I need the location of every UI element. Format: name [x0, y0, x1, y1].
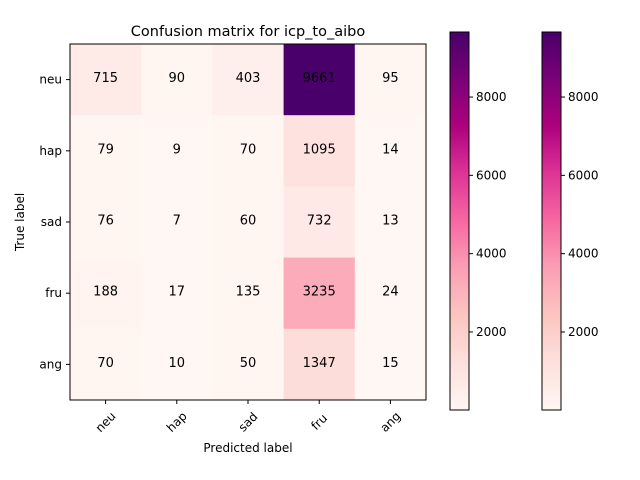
y-tick-label: fru — [45, 286, 62, 300]
heatmap-cell — [283, 257, 356, 330]
cell-value-label: 13 — [382, 214, 399, 229]
heatmap-cell — [141, 186, 213, 259]
y-tick-label: ang — [39, 357, 62, 371]
cell-value-label: 1347 — [303, 356, 336, 371]
cell-value-label: 9 — [173, 142, 181, 157]
heatmap-cell — [354, 328, 427, 401]
cell-value-label: 10 — [169, 356, 186, 371]
chart-title: Confusion matrix for icp_to_aibo — [131, 24, 366, 40]
y-axis-label: True label — [13, 193, 27, 252]
cell-value-label: 732 — [307, 214, 332, 229]
cell-value-label: 17 — [169, 285, 186, 300]
colorbars: 2000 4000 6000 8000 2000 4000 6000 8000 — [449, 31, 599, 411]
heatmap-cell — [141, 115, 213, 187]
colorbar-tick-label: 8000 — [568, 90, 599, 104]
heatmap-cell — [212, 257, 285, 330]
heatmap-cell — [70, 115, 142, 187]
colorbar-tick-label: 2000 — [568, 325, 599, 339]
cell-value-label: 15 — [382, 356, 399, 371]
heatmap-cell — [141, 328, 213, 401]
cell-value-label: 14 — [382, 142, 399, 157]
colorbar-tick-label: 6000 — [568, 168, 599, 182]
cell-value-label: 76 — [97, 214, 114, 229]
cell-value-label: 403 — [236, 71, 261, 86]
x-axis-ticks: neu hap sad fru ang — [93, 400, 403, 435]
heatmap-cell — [70, 44, 142, 116]
heatmap-cell — [212, 115, 285, 187]
cell-value-label: 24 — [382, 285, 399, 300]
heatmap-cell-labels: 715 90 403 9661 95 79 9 70 1095 14 76 7 60 732 13 188 17… — [93, 71, 398, 371]
cell-value-label: 715 — [93, 71, 118, 86]
colorbar-tick-label: 4000 — [476, 247, 507, 261]
heatmap-cell — [283, 44, 356, 116]
y-tick-label: hap — [39, 144, 62, 158]
heatmap-cell — [283, 328, 356, 401]
cell-value-label: 60 — [240, 214, 257, 229]
colorbar-tick-label: 8000 — [476, 90, 507, 104]
heatmap-cell — [354, 257, 427, 330]
y-tick-label: sad — [41, 215, 62, 229]
heatmap-cell — [212, 328, 285, 401]
x-tick-label: neu — [93, 409, 119, 435]
heatmap-cell — [354, 115, 427, 187]
colorbar-tick-label: 4000 — [568, 247, 599, 261]
y-tick-label: neu — [39, 73, 62, 87]
colorbar-tick-label: 2000 — [476, 325, 507, 339]
heatmap-cell — [70, 186, 142, 259]
cell-value-label: 7 — [173, 214, 181, 229]
cell-value-label: 50 — [240, 356, 257, 371]
heatmap-cell — [283, 115, 356, 187]
cell-value-label: 135 — [236, 285, 261, 300]
colorbar-2 — [541, 31, 562, 411]
heatmap-cell — [70, 257, 142, 330]
x-axis-label: Predicted label — [203, 441, 292, 455]
heatmap-cell — [354, 44, 427, 116]
heatmap-cell — [283, 186, 356, 259]
cell-value-label: 79 — [97, 142, 114, 157]
cell-value-label: 3235 — [303, 285, 336, 300]
x-tick-label: sad — [236, 410, 261, 435]
heatmap-cell — [70, 328, 142, 401]
cell-value-label: 70 — [240, 142, 257, 157]
heatmap-cells — [70, 44, 427, 401]
y-axis-ticks: neu hap sad fru ang — [39, 73, 70, 371]
cell-value-label: 95 — [382, 71, 399, 86]
x-tick-label: hap — [164, 409, 190, 435]
cell-value-label: 1095 — [303, 142, 336, 157]
cell-value-label: 70 — [97, 356, 114, 371]
heatmap-cell — [141, 44, 213, 116]
heatmap-cell — [212, 186, 285, 259]
heatmap-cell — [141, 257, 213, 330]
cell-value-label: 90 — [169, 71, 186, 86]
x-tick-label: ang — [377, 409, 403, 435]
cell-value-label: 9661 — [303, 71, 336, 86]
heatmap-cell — [212, 44, 285, 116]
x-tick-label: fru — [308, 411, 330, 433]
heatmap-cell — [354, 186, 427, 259]
cell-value-label: 188 — [93, 285, 118, 300]
colorbar-tick-label: 6000 — [476, 168, 507, 182]
colorbar-1 — [449, 31, 470, 411]
